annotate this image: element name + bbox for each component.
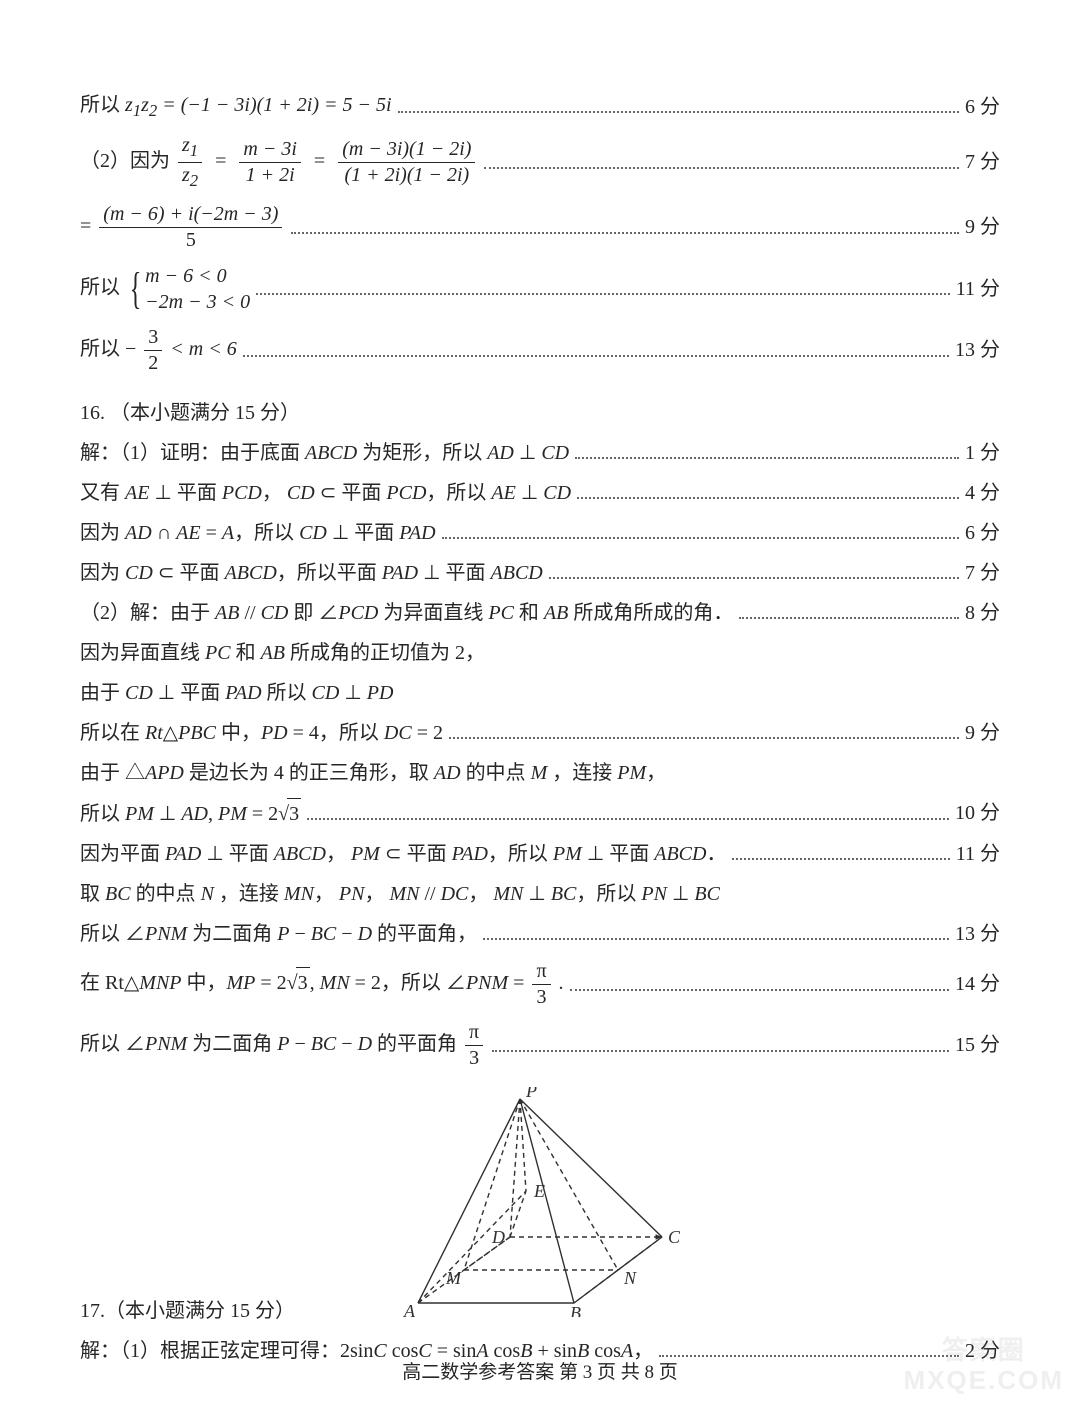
step-line: 解：（1）证明：由于底面 ABCD 为矩形，所以 AD ⊥ CD1 分 [80,438,1000,468]
step-line: 所以在 Rt△PBC 中，PD = 4，所以 DC = 29 分 [80,718,1000,748]
svg-text:P: P [525,1087,537,1101]
step-line: 所以 − 32 < m < 6 13 分 [80,325,1000,376]
step-line: 因为异面直线 PC 和 AB 所成角的正切值为 2， [80,638,1000,668]
step-line: 所以 z1z2 = (−1 − 3i)(1 + 2i) = 5 − 5i 6 分 [80,90,1000,123]
svg-text:M: M [445,1268,462,1288]
question-title: 17.（本小题满分 15 分） [80,1156,300,1326]
step-line: 所以 { m − 6 < 0 −2m − 3 < 0 11 分 [80,263,1000,315]
step-line: 所以 ∠PNM 为二面角 P − BC − D 的平面角，13 分 [80,919,1000,949]
step-line: 因为 AD ∩ AE = A，所以 CD ⊥ 平面 PAD6 分 [80,518,1000,548]
step-line: 取 BC 的中点 N ，连接 MN， PN， MN // DC， MN ⊥ BC… [80,879,1000,909]
step-line: 所以 PM ⊥ AD, PM = 2√3 10 分 [80,798,1000,829]
step-line: 所以 ∠PNM 为二面角 P − BC − D 的平面角 π3 15 分 [80,1020,1000,1071]
svg-text:C: C [668,1227,680,1247]
svg-text:B: B [570,1303,581,1317]
step-line: 由于 CD ⊥ 平面 PAD 所以 CD ⊥ PD [80,678,1000,708]
svg-text:D: D [491,1227,505,1247]
page: 所以 z1z2 = (−1 − 3i)(1 + 2i) = 5 − 5i 6 分… [0,0,1080,1416]
step-line: 因为 CD ⊂ 平面 ABCD，所以平面 PAD ⊥ 平面 ABCD7 分 [80,558,1000,588]
svg-text:E: E [533,1181,545,1201]
geometry-diagram: P E D C M N A B [300,1087,780,1326]
svg-text:N: N [623,1268,637,1288]
step-line: 因为平面 PAD ⊥ 平面 ABCD， PM ⊂ 平面 PAD，所以 PM ⊥ … [80,839,1000,869]
step-line: 由于 △APD 是边长为 4 的正三角形，取 AD 的中点 M ，连接 PM， [80,758,1000,788]
step-line: 在 Rt△MNP 中，MP = 2√3, MN = 2，所以 ∠PNM = π3… [80,959,1000,1010]
step-line: = (m − 6) + i(−2m − 3)5 9 分 [80,202,1000,253]
svg-text:A: A [403,1301,416,1317]
step-line: （2）因为 z1z2 = m − 3i1 + 2i = (m − 3i)(1 −… [80,133,1000,192]
step-line: 又有 AE ⊥ 平面 PCD， CD ⊂ 平面 PCD，所以 AE ⊥ CD4 … [80,478,1000,508]
diagram-row: 17.（本小题满分 15 分） P E D C M N A B [80,1081,1000,1326]
step-line: （2）解：由于 AB // CD 即 ∠PCD 为异面直线 PC 和 AB 所成… [80,598,1000,628]
watermark: 答案圈MXQE.COM [904,1336,1064,1396]
question-title: 16. （本小题满分 15 分） [80,398,1000,428]
